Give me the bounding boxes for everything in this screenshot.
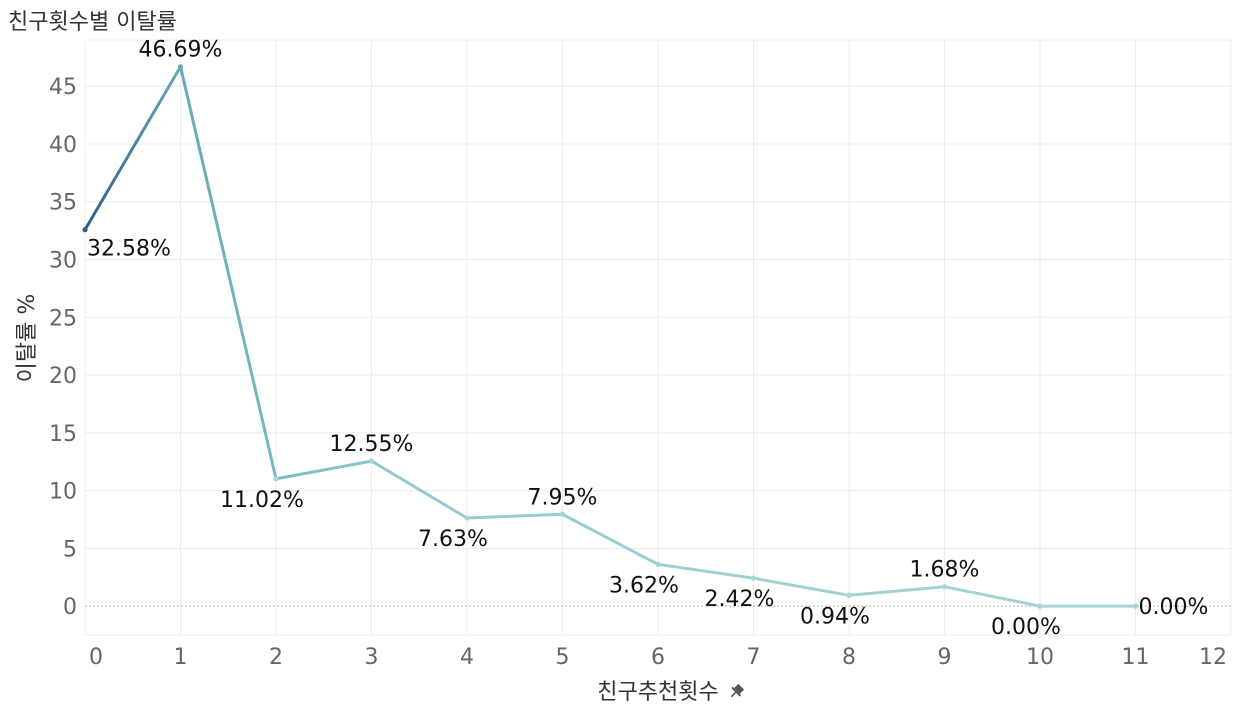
y-tick-label: 25	[49, 306, 77, 331]
y-tick-label: 10	[49, 480, 77, 505]
grid	[84, 39, 1232, 636]
data-label: 32.58%	[87, 237, 171, 262]
data-label: 0.00%	[1139, 595, 1209, 620]
x-tick-label: 9	[938, 645, 952, 670]
data-label: 11.02%	[220, 488, 304, 513]
y-tick-label: 40	[49, 133, 77, 158]
data-point[interactable]	[559, 511, 566, 517]
x-axis-title: 친구추천횟수	[597, 680, 718, 705]
data-labels: 32.58% 46.69% 11.02% 12.55% 7.63% 7.95% 3.62% 2…	[87, 38, 1208, 640]
data-point[interactable]	[750, 575, 757, 581]
data-point[interactable]	[846, 592, 852, 598]
data-label: 0.94%	[800, 604, 870, 629]
data-point[interactable]	[273, 476, 279, 482]
data-point[interactable]	[368, 458, 375, 464]
series-path	[83, 65, 1137, 608]
x-tick-label: 12	[1199, 645, 1227, 670]
data-point[interactable]	[655, 561, 661, 567]
data-point[interactable]	[177, 64, 184, 70]
x-tick-label: 3	[365, 645, 379, 670]
y-tick-label: 35	[49, 191, 77, 216]
data-label: 46.69%	[139, 38, 223, 63]
series-line	[83, 65, 1137, 608]
y-tick-label: 30	[49, 249, 77, 274]
y-tick-label: 5	[63, 537, 77, 562]
data-point[interactable]	[1037, 603, 1043, 609]
y-tick-label: 0	[63, 595, 77, 620]
data-point[interactable]	[1132, 603, 1139, 609]
y-tick-label: 20	[49, 364, 77, 389]
axis-titles: 이탈률 % 친구추천횟수	[15, 294, 745, 705]
y-tick-label: 15	[49, 422, 77, 447]
x-tick-label: 2	[269, 645, 283, 670]
x-tick-label: 4	[460, 645, 474, 670]
data-label: 2.42%	[705, 587, 775, 612]
data-points	[82, 64, 1139, 609]
data-point[interactable]	[82, 227, 88, 233]
data-label: 7.63%	[418, 527, 488, 552]
data-label: 0.00%	[991, 615, 1061, 640]
data-label: 1.68%	[910, 558, 980, 583]
y-tick-label: 45	[49, 75, 77, 100]
pin-icon[interactable]	[727, 683, 745, 701]
data-point[interactable]	[464, 515, 470, 521]
x-tick-label: 1	[174, 645, 188, 670]
x-tick-label: 0	[89, 645, 103, 670]
data-label: 12.55%	[330, 432, 414, 457]
data-label: 7.95%	[528, 485, 598, 510]
data-point[interactable]	[941, 584, 948, 590]
x-tick-label: 5	[556, 645, 570, 670]
chart-title: 친구횟수별 이탈률	[8, 10, 177, 35]
x-tick-label: 7	[747, 645, 761, 670]
data-label: 3.62%	[609, 573, 679, 598]
x-tick-label: 6	[651, 645, 665, 670]
x-tick-label: 10	[1026, 645, 1054, 670]
x-tick-label: 11	[1122, 645, 1150, 670]
y-axis-title: 이탈률 %	[15, 294, 40, 383]
x-tick-label: 8	[842, 645, 856, 670]
